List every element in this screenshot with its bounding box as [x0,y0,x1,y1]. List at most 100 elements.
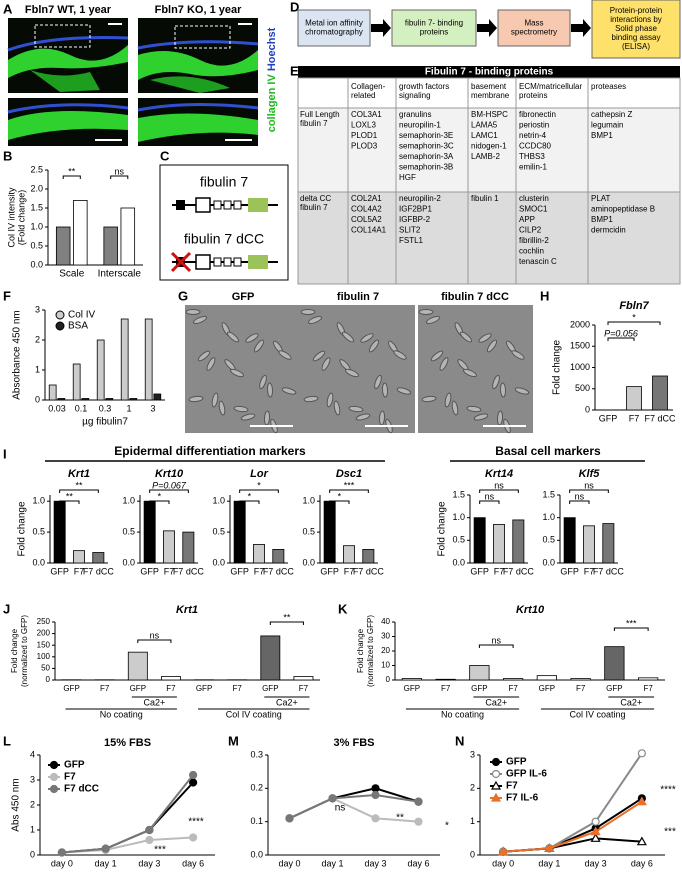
y-tick-label: 1.0 [302,496,315,506]
significance-label: * [248,491,252,501]
chart-title: 3% FBS [334,737,375,749]
y-tick-label: 0.0 [30,259,43,269]
flow-box [591,0,681,59]
cell [421,395,437,403]
significance-label: ** [396,813,404,824]
marker [491,769,501,779]
significance-label: *** [344,480,355,490]
y-tick-label: 0.1 [250,816,263,826]
y-tick-label: 0 [585,404,590,414]
y-tick-label: 0.0 [250,849,263,859]
x-tick-label: F7 [100,684,110,693]
table-cell: fibronectin [519,110,556,119]
cell [459,331,473,343]
bar [583,525,595,564]
x-tick-label: F7 [508,684,518,693]
x-tick-label: day 6 [182,858,204,868]
cell [211,392,219,408]
stain-collagen: collagen IV [266,74,278,133]
y-tick-label: 50 [41,664,50,673]
marker [637,749,646,758]
significance-bracket [149,500,170,504]
x-tick-label: F7 [494,566,505,576]
table-cell: COL14A1 [351,226,387,235]
y-tick-label: 0.5 [122,526,135,536]
significance-label: * [338,491,342,501]
table-cell: BM-HSPC [471,110,508,119]
bar [92,552,105,564]
bar [144,318,153,401]
significance-bracket [607,337,635,341]
cell [418,309,434,315]
significance-bracket [239,489,279,493]
table-cell: emilin-1 [519,163,548,172]
flow-text: proteins [420,28,448,37]
x-tick-label: GFP [130,684,146,693]
significance-bracket [59,489,99,493]
table-header: Collagen- [351,82,386,91]
group-label: No coating [100,709,143,719]
bar [53,500,66,564]
line [289,793,419,820]
significance-label: * [257,480,261,490]
marker [49,760,59,770]
bar [323,500,336,564]
y-tick-label: 0 [46,675,51,684]
marker [57,848,66,857]
flow-text: interactions by [610,15,662,24]
cell [307,315,323,325]
significance-label: **** [188,817,204,828]
flow-text: chromatography [305,28,363,37]
y-axis-label: Fold change [437,501,448,556]
cell [444,392,452,408]
y-tick-label: 0 [386,675,391,684]
x-tick-label: day 1 [95,858,117,868]
x-tick-label: Scale [59,269,84,280]
y-tick-label: 0.2 [250,783,263,793]
legend-marker [55,310,65,320]
cell [439,357,449,371]
chart-title: Krt1 [176,604,198,616]
x-tick-label: GFP [606,684,622,693]
panel-letter: C [160,148,170,163]
cell [197,350,211,362]
flow-box [297,9,371,47]
construct-label: fibulin 7 [200,174,248,190]
table-cell: legumain [591,121,623,130]
legend-label: BSA [68,321,88,332]
chart-title: 15% FBS [104,737,151,749]
panel-letter: J [3,601,10,616]
table-cell: SMOC1 [519,205,548,214]
image-title: Fbln7 KO, 1 year [155,4,243,16]
significance-label: P=0.056 [604,328,638,338]
y-tick-label: 0.5 [30,240,43,250]
y-tick-label: 0.3 [250,749,263,759]
significance-label: *** [664,827,676,838]
cell [430,350,444,362]
y-tick-label: 100 [37,652,51,661]
bar [163,530,175,564]
table-cell: semaphorin-3E [399,131,453,140]
group-header: Epidermal differentiation markers [114,444,306,458]
cell [355,413,371,421]
x-tick-label: GFP [470,566,489,576]
bar [493,524,505,564]
chart-title: Krt14 [485,468,513,480]
cell [466,405,482,413]
x-tick-label: F7 [233,684,243,693]
bar [435,678,456,681]
y-tick-label: 0.0 [32,557,45,567]
bar [103,226,118,266]
x-tick-label: F7 dCC [173,566,205,576]
x-tick-label: GFP [320,566,339,576]
x-tick-label: day 3 [585,858,607,868]
x-tick-label: GFP [560,566,579,576]
cell [463,368,477,378]
x-tick-label: day 0 [492,858,514,868]
marker [189,833,198,842]
table-header: proteases [591,82,626,91]
table-cell: COL3A1 [351,110,382,119]
flow-text: Solid phase [615,24,657,33]
significance-label: ns [114,166,124,176]
bar [604,646,625,681]
